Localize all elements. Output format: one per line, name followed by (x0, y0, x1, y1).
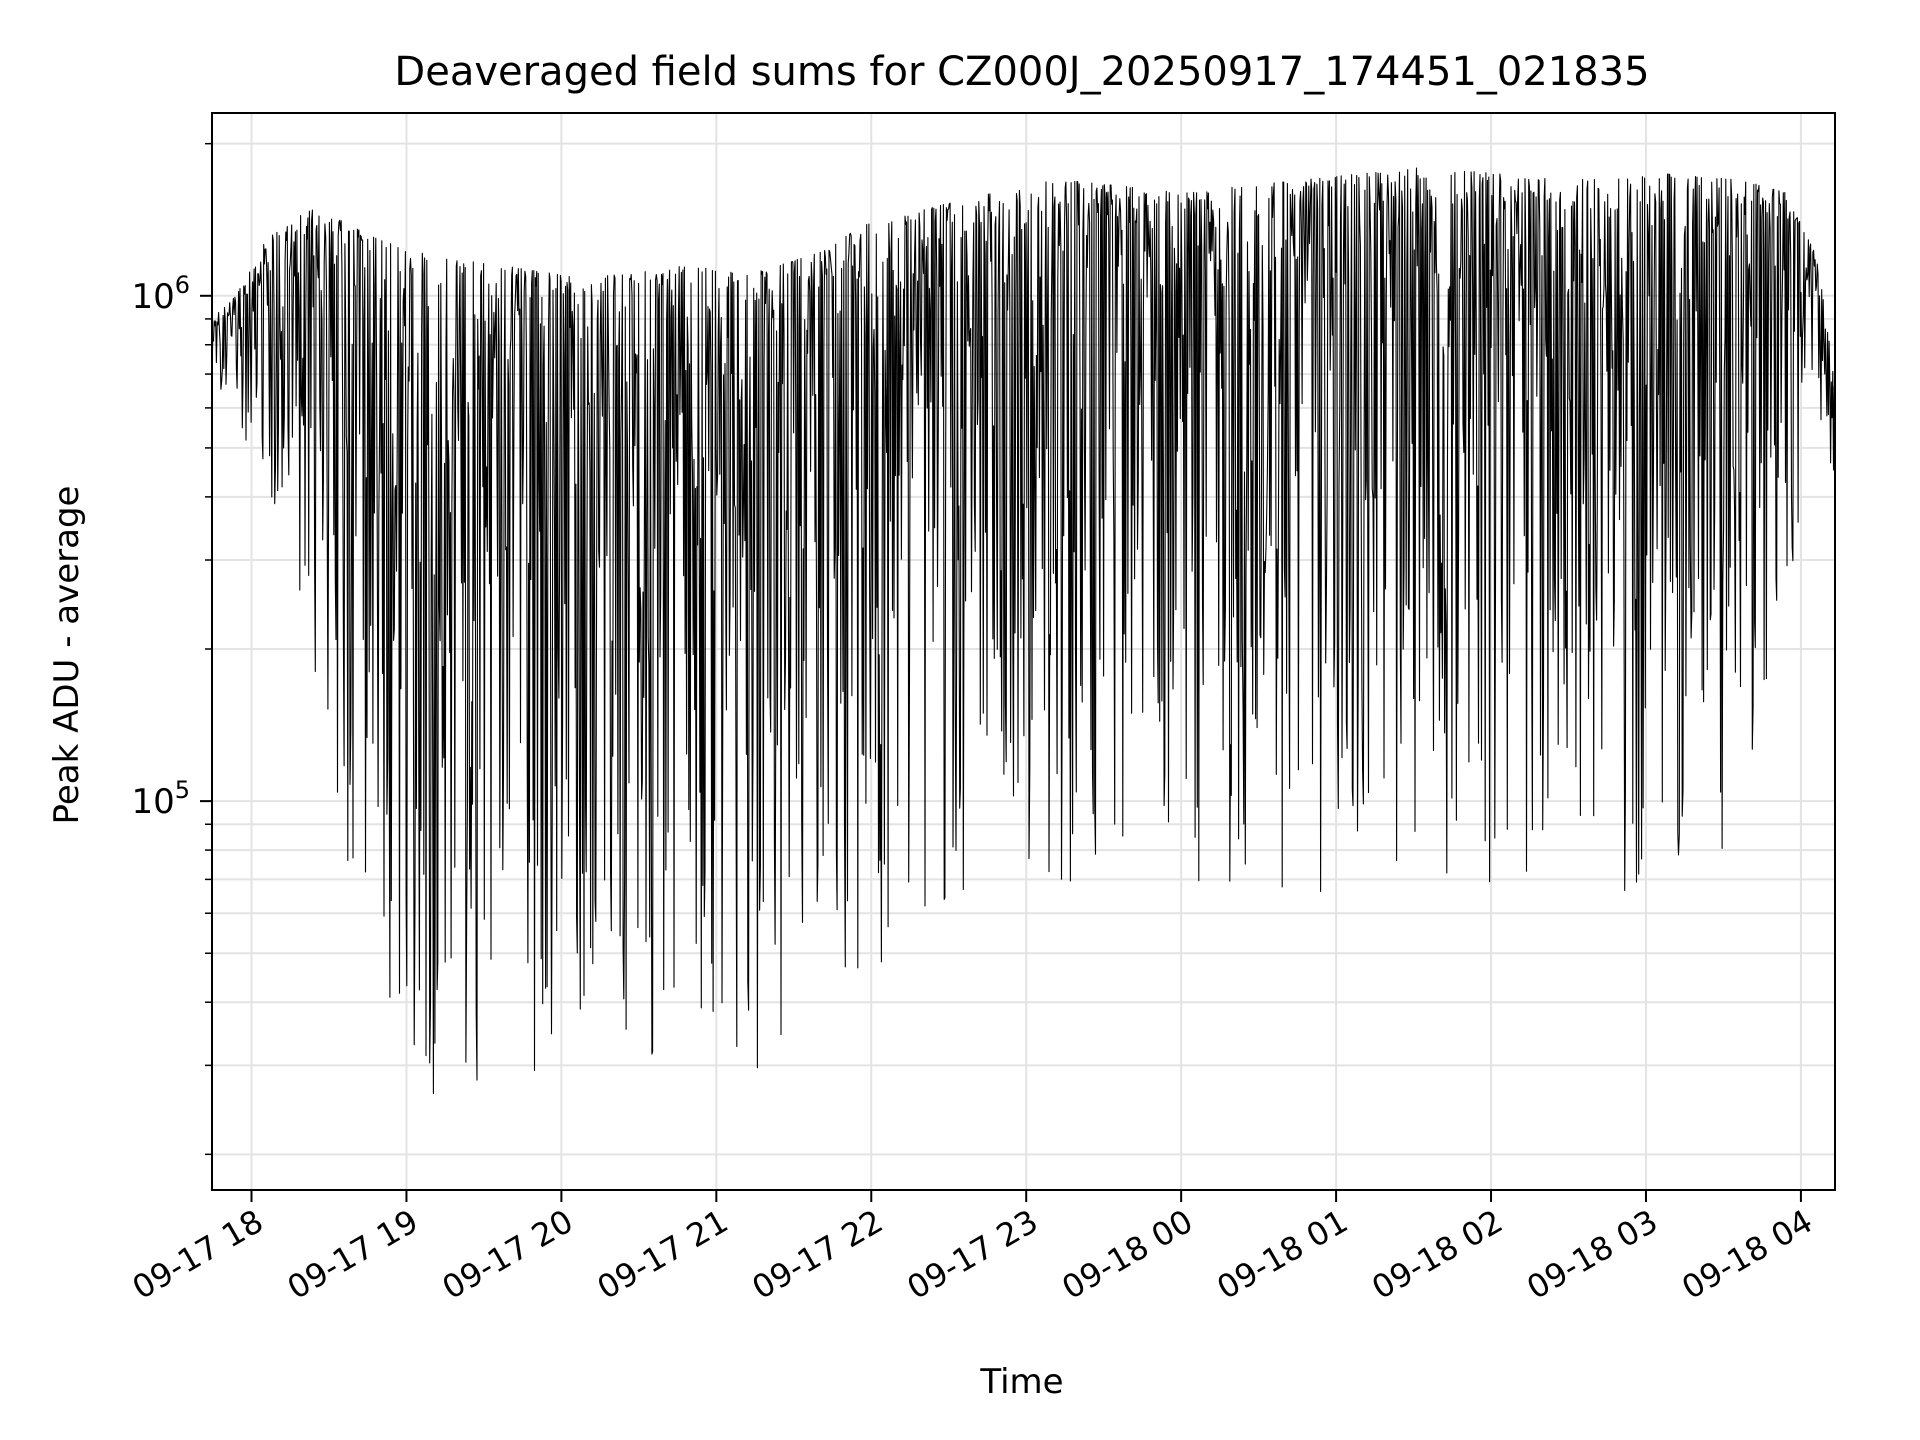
y-tick-label: 106 (131, 271, 190, 317)
x-tick-label: 09-18 04 (1675, 1202, 1819, 1307)
x-tick-label: 09-18 02 (1365, 1202, 1509, 1307)
chart-title: Deaveraged field sums for CZ000J_2025091… (394, 49, 1649, 95)
x-tick-label: 09-17 19 (281, 1202, 425, 1307)
x-tick-label: 09-17 22 (746, 1202, 890, 1307)
x-tick-label: 09-18 03 (1520, 1202, 1664, 1307)
plot-frame (211, 112, 1836, 1191)
x-axis: 09-17 18 09-17 19 09-17 20 09-17 21 09-17 22… (126, 1190, 1819, 1307)
x-tick-label: 09-17 23 (901, 1202, 1045, 1307)
x-axis-label: Time (979, 1362, 1063, 1402)
plot-area (211, 167, 1836, 1095)
y-tick-label: 105 (131, 776, 190, 822)
x-tick-label: 09-18 01 (1210, 1202, 1354, 1307)
y-axis-label: Peak ADU - average (47, 486, 87, 825)
x-tick-label: 09-17 21 (591, 1202, 735, 1307)
x-tick-label: 09-18 00 (1056, 1202, 1200, 1307)
x-tick-label: 09-17 18 (126, 1202, 270, 1307)
x-tick-label: 09-17 20 (436, 1202, 580, 1307)
series-line-field-sums (211, 167, 1836, 1095)
y-axis: 105 106 (131, 142, 212, 1156)
